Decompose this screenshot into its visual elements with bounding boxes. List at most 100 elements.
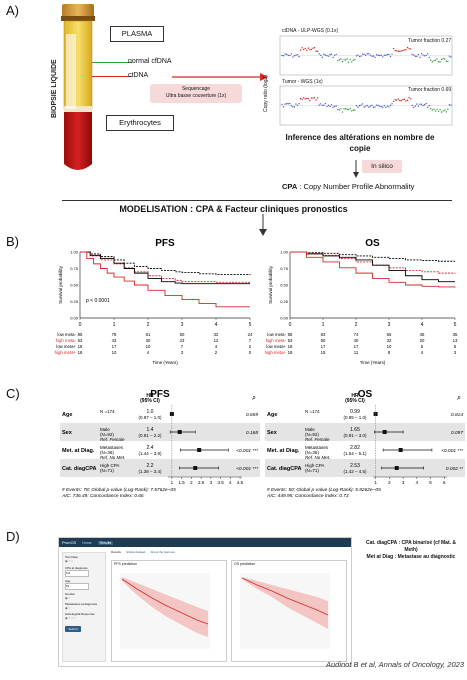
- pfs-row-ci: (1.38 – 3.4): [138, 469, 162, 474]
- cnv-point: [380, 54, 382, 56]
- cnv-point: [344, 108, 347, 110]
- cnv-point: [357, 106, 359, 108]
- cnv-point: [354, 58, 356, 61]
- cnv-point: [346, 108, 348, 110]
- cnv-point: [285, 53, 288, 56]
- histo-radio[interactable]: ◉ ○ ○ ○: [65, 616, 76, 620]
- legend-note-line2: Met at Diag : Metastase au diagnostic: [366, 554, 456, 560]
- pfs-risk-value: 61: [146, 332, 151, 337]
- cnv-point: [310, 97, 313, 99]
- pfs-risk-value: 4: [147, 350, 150, 355]
- cnv-point: [400, 50, 403, 52]
- cnv-point: [298, 103, 300, 105]
- cnv-point: [428, 104, 430, 107]
- cnv-point: [403, 98, 406, 100]
- sidebar-cpa: CPA at diagnosis: [65, 566, 88, 570]
- os-risk-label: low meta-: [267, 332, 286, 337]
- met-radio[interactable]: ◉ ○: [65, 606, 71, 610]
- nav-results[interactable]: Results: [97, 540, 114, 545]
- cpa-input[interactable]: 0.8: [65, 570, 89, 577]
- sidebar-histo: Histological Response: [65, 612, 95, 616]
- cnv-plots: [270, 30, 456, 130]
- os-risk-value: 18: [288, 344, 293, 349]
- cnv-point: [419, 103, 421, 105]
- pfs-row-estimate: [197, 448, 202, 452]
- pfs-prediction-panel: PFS prediction: [111, 560, 227, 662]
- cnv-point: [347, 109, 350, 111]
- cnv-point: [307, 97, 310, 100]
- pfs-risk-value: 30: [146, 338, 151, 343]
- os-xtick-label: 5: [454, 322, 457, 328]
- cnv-point: [414, 55, 416, 57]
- cnv-point: [365, 105, 367, 107]
- pfs-row-hr: 2.2: [147, 463, 154, 469]
- cnv-point: [298, 55, 300, 58]
- cnv-point: [281, 103, 283, 106]
- os-row-sub: High CPA: [305, 463, 324, 468]
- pfs-risk-value: 32: [214, 332, 219, 337]
- cpa-rest: : Copy Number Profile Abnormality: [297, 182, 415, 191]
- panel-a-label: A): [6, 3, 19, 18]
- pfs-row-p: 0.659: [246, 412, 258, 418]
- cnv-point: [408, 97, 410, 99]
- radio-option[interactable]: ◉ ○ ○: [65, 559, 73, 563]
- pfs-forest-title: PFS: [150, 389, 170, 400]
- cnv-point: [420, 103, 423, 106]
- tab-global[interactable]: Global dataset: [126, 550, 146, 554]
- pfs-footer2: AIC: 736.49; Concordance Index: 0.66: [61, 493, 144, 499]
- cnv-point: [315, 99, 317, 101]
- cnv-point: [389, 55, 392, 58]
- tab-about[interactable]: About the features: [150, 550, 175, 554]
- cnv-point: [396, 50, 398, 52]
- cnv-point: [391, 103, 393, 105]
- age-input[interactable]: 51: [65, 583, 89, 590]
- cnv-point: [425, 54, 427, 56]
- cnv-point: [329, 53, 331, 56]
- cnv-point: [436, 58, 438, 60]
- pfs-axis-tick-label: 1: [171, 480, 174, 485]
- os-row-sub2: (N=71): [305, 468, 319, 473]
- os-risk-value: 53: [288, 338, 293, 343]
- cnv-point: [440, 58, 443, 61]
- app-brand[interactable]: PronOS: [62, 540, 77, 545]
- nav-home[interactable]: Home: [82, 540, 92, 545]
- cnv-point: [431, 109, 434, 111]
- cnv-point: [394, 99, 396, 101]
- seq-line2: Ultra basse couverture (1x): [165, 93, 227, 99]
- os-p-header: p: [457, 395, 461, 401]
- pfs-row-p: <0.001 ***: [236, 448, 258, 454]
- cnv-point: [428, 56, 430, 59]
- os-footer2: AIC: 449.95; Concordance Index: 0.73: [266, 493, 349, 499]
- cnv-point: [402, 49, 404, 52]
- cnv-point: [430, 59, 432, 62]
- os-risk-value: 32: [387, 338, 392, 343]
- cnv-point: [374, 56, 376, 59]
- modelisation-title: MODELISATION : CPA & Facteur cliniques p…: [119, 204, 348, 214]
- cnv-point: [423, 104, 426, 106]
- seq-line1: Sequencage: [181, 86, 211, 92]
- normal-cfdna-label: normal cfDNA: [128, 58, 172, 65]
- os-row-p: 0.002 **: [446, 466, 463, 472]
- cnv-point: [351, 61, 353, 63]
- os-curve-2: [290, 251, 455, 283]
- tab-results[interactable]: Results: [111, 550, 122, 554]
- cnv-point: [289, 54, 291, 57]
- cnv-point: [425, 102, 427, 105]
- gender-radio[interactable]: ◉ ○: [65, 596, 71, 600]
- cnv-point: [417, 53, 420, 56]
- submit-button[interactable]: Submit: [65, 626, 81, 632]
- pfs-risk-label: low meta+: [56, 344, 76, 349]
- pfs-risk-label: low meta-: [57, 332, 76, 337]
- pfs-prediction-title: PFS prediction: [114, 562, 137, 566]
- os-row-estimate: [398, 448, 403, 452]
- os-row-hr: 2.53: [350, 463, 360, 469]
- cnv-title-bottom: Tumor - WGS (1x): [282, 79, 323, 85]
- cnv-point: [299, 49, 302, 51]
- cnv-point: [282, 106, 285, 108]
- tumor-fraction-bottom: Tumor fraction 0.69: [408, 87, 452, 93]
- cnv-point: [306, 97, 308, 100]
- cnv-point: [413, 106, 415, 109]
- cnv-point: [324, 102, 327, 105]
- pfs-curve-0: [80, 251, 251, 276]
